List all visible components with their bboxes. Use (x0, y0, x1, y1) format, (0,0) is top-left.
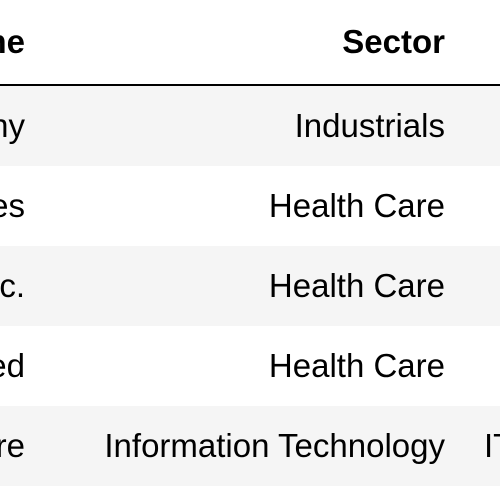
header-cell: me (0, 23, 25, 60)
table-cell: re (0, 427, 25, 464)
table-cell: ed (0, 347, 25, 384)
table-cell: c. (0, 267, 25, 304)
table-cell: Industrials (294, 107, 445, 144)
header-row: me Sector (0, 0, 500, 86)
table-cell: Health Care (268, 267, 445, 304)
table-row: es Health Care (0, 166, 500, 246)
table-cell: es (0, 187, 25, 224)
table-cell: ny (0, 107, 25, 144)
table-row: c. Health Care (0, 246, 500, 326)
table-cell: Health Care (268, 347, 445, 384)
table-cell: Health Care (268, 187, 445, 224)
header-cell: Sector (342, 23, 445, 60)
table-row: ed Health Care (0, 326, 500, 406)
table-row: ny Industrials (0, 86, 500, 166)
table-row: re Information Technology IT (0, 406, 500, 486)
table-cell: Information Technology (104, 427, 445, 464)
table-cell: IT (484, 427, 500, 464)
